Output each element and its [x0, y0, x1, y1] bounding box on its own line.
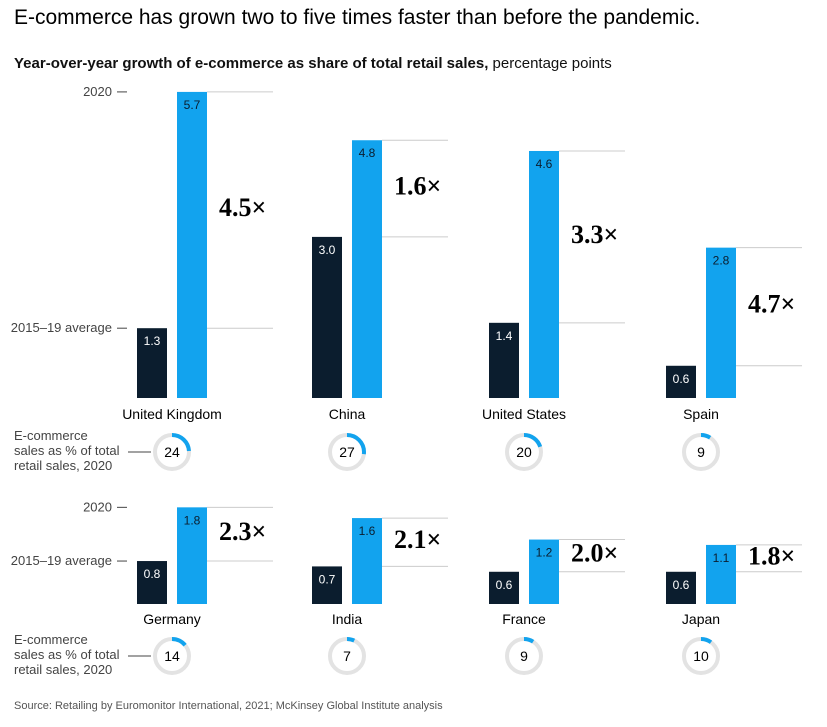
share-value: 27: [339, 444, 355, 460]
source-note: Source: Retailing by Euromonitor Interna…: [14, 700, 443, 712]
value-label-2020: 1.8: [184, 513, 201, 527]
value-label-2020: 1.1: [713, 551, 730, 565]
country-label: Japan: [682, 611, 720, 627]
bar-baseline: [489, 322, 519, 398]
share-label-line: retail sales, 2020: [14, 662, 112, 677]
country-label: United States: [482, 406, 566, 422]
value-label-baseline: 3.0: [319, 243, 336, 257]
share-donut-fill: [682, 637, 720, 675]
value-label-baseline: 1.3: [144, 334, 161, 348]
share-value: 9: [697, 444, 705, 460]
share-value: 10: [693, 648, 709, 664]
growth-multiple: 2.3×: [219, 517, 266, 546]
country-label: China: [329, 406, 366, 422]
value-label-baseline: 1.4: [496, 329, 513, 343]
share-value: 14: [164, 648, 180, 664]
label-baseline: 2015–19 average: [11, 320, 112, 335]
growth-multiple: 1.8×: [748, 541, 795, 570]
bar-2020: [352, 518, 382, 604]
share-label-line: retail sales, 2020: [14, 458, 112, 473]
growth-multiple: 3.3×: [571, 220, 618, 249]
bar-2020: [706, 544, 736, 604]
bar-2020: [529, 150, 559, 398]
value-label-baseline: 0.7: [319, 572, 336, 586]
share-label-line: sales as % of total: [14, 443, 120, 458]
country-label: India: [332, 611, 363, 627]
share-label-line: E-commerce: [14, 428, 88, 443]
bar-2020: [529, 539, 559, 604]
bar-2020: [352, 140, 382, 399]
value-label-baseline: 0.8: [144, 567, 161, 581]
bar-baseline: [137, 561, 167, 604]
value-label-2020: 5.7: [184, 98, 201, 112]
bar-2020: [177, 507, 207, 604]
share-donut-fill: [153, 637, 191, 675]
growth-multiple: 2.1×: [394, 525, 441, 554]
bar-2020: [177, 91, 207, 398]
growth-multiple: 4.5×: [219, 193, 266, 222]
share-donut-fill: [328, 433, 366, 471]
share-value: 20: [516, 444, 532, 460]
value-label-baseline: 0.6: [496, 578, 513, 592]
share-label-line: E-commerce: [14, 632, 88, 647]
country-label: Spain: [683, 406, 719, 422]
bar-baseline: [666, 365, 696, 398]
label-2020: 2020: [83, 84, 112, 99]
bar-baseline: [137, 328, 167, 398]
share-value: 9: [520, 648, 528, 664]
subtitle-unit: percentage points: [492, 55, 612, 72]
share-value: 7: [343, 648, 351, 664]
subtitle-main: Year-over-year growth of e-commerce as s…: [14, 55, 489, 72]
bar-baseline: [312, 236, 342, 398]
bar-2020: [706, 247, 736, 398]
label-2020: 2020: [83, 499, 112, 514]
country-label: France: [502, 611, 546, 627]
share-donut-fill: [682, 433, 720, 471]
chart-title: E-commerce has grown two to five times f…: [14, 6, 701, 29]
country-label: United Kingdom: [122, 406, 222, 422]
value-label-2020: 4.8: [359, 146, 376, 160]
share-donut-fill: [153, 433, 191, 471]
value-label-2020: 4.6: [536, 157, 553, 171]
share-donut-fill: [505, 433, 543, 471]
share-label-line: sales as % of total: [14, 647, 120, 662]
chart-subtitle: Year-over-year growth of e-commerce as s…: [14, 55, 612, 72]
value-label-2020: 1.6: [359, 524, 376, 538]
growth-multiple: 1.6×: [394, 172, 441, 201]
share-donut-fill: [328, 637, 366, 675]
value-label-baseline: 0.6: [673, 372, 690, 386]
value-label-2020: 2.8: [713, 254, 730, 268]
growth-multiple: 2.0×: [571, 539, 618, 568]
value-label-baseline: 0.6: [673, 578, 690, 592]
bar-baseline: [312, 566, 342, 604]
bar-baseline: [666, 571, 696, 604]
growth-multiple: 4.7×: [748, 290, 795, 319]
share-value: 24: [164, 444, 180, 460]
value-label-2020: 1.2: [536, 546, 553, 560]
share-donut-fill: [505, 637, 543, 675]
country-label: Germany: [143, 611, 201, 627]
bar-baseline: [489, 571, 519, 604]
label-baseline: 2015–19 average: [11, 553, 112, 568]
